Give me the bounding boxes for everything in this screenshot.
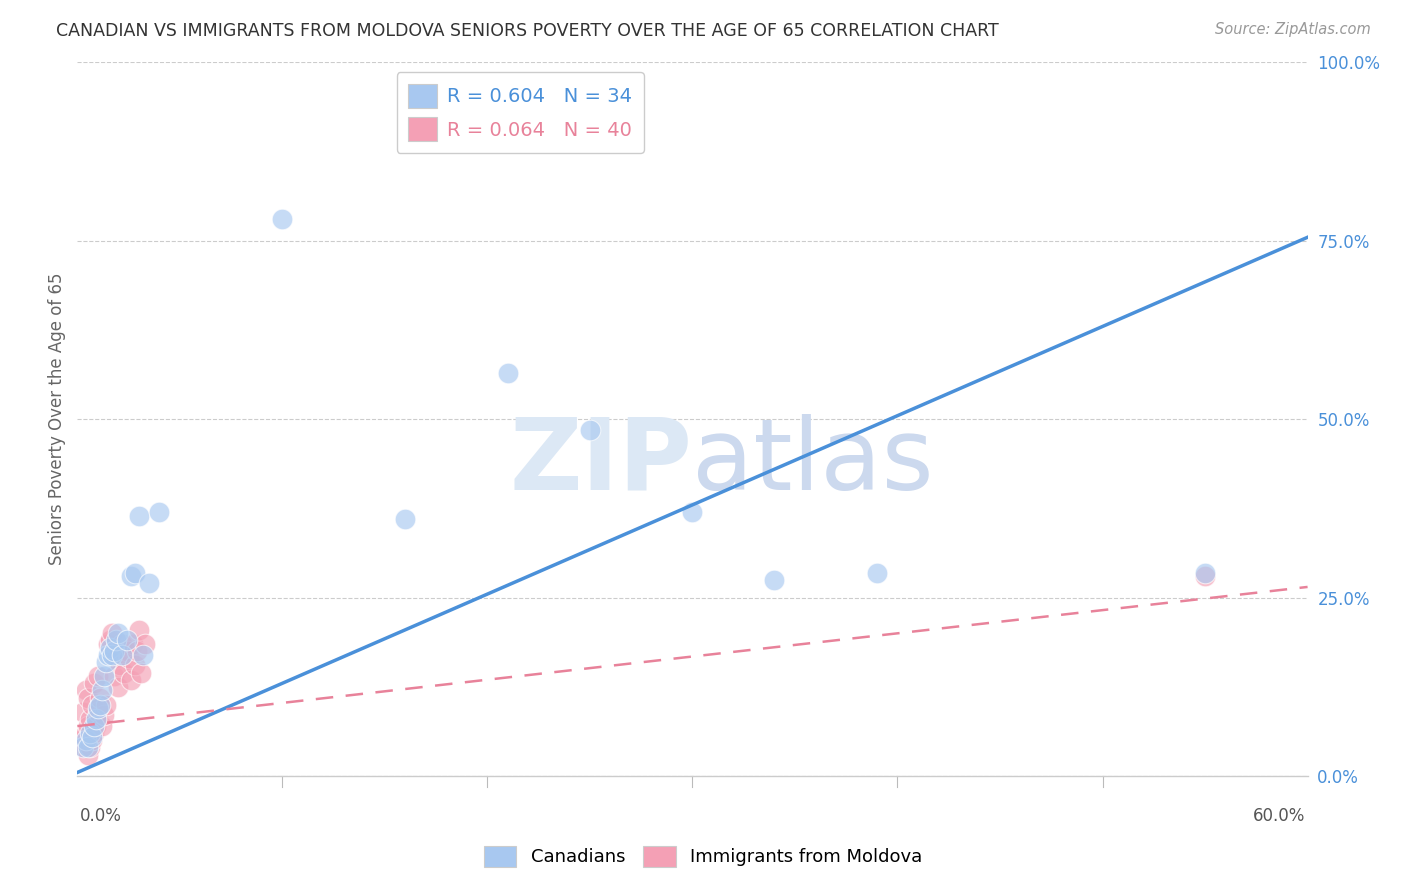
Point — [75, 726, 97, 740]
Point — [271, 212, 294, 227]
Point — [103, 644, 125, 658]
Point — [80, 730, 103, 744]
Point — [79, 712, 101, 726]
Point — [83, 719, 105, 733]
Point — [84, 719, 107, 733]
Point — [579, 423, 602, 437]
Point — [72, 740, 94, 755]
Point — [1194, 569, 1216, 583]
Text: atlas: atlas — [693, 414, 934, 510]
Point — [89, 690, 111, 705]
Point — [1194, 566, 1216, 580]
Point — [124, 566, 146, 580]
Point — [105, 651, 128, 665]
Point — [83, 676, 105, 690]
Point — [93, 708, 115, 723]
Point — [98, 633, 121, 648]
Legend: R = 0.604   N = 34, R = 0.064   N = 40: R = 0.604 N = 34, R = 0.064 N = 40 — [396, 72, 644, 153]
Point — [125, 644, 148, 658]
Point — [75, 733, 97, 747]
Point — [80, 698, 103, 712]
Point — [120, 569, 142, 583]
Point — [121, 637, 143, 651]
Point — [866, 566, 889, 580]
Point — [72, 740, 94, 755]
Point — [97, 637, 120, 651]
Point — [115, 633, 138, 648]
Point — [105, 633, 128, 648]
Text: 0.0%: 0.0% — [80, 807, 122, 825]
Point — [93, 669, 115, 683]
Point — [83, 726, 105, 740]
Point — [394, 512, 416, 526]
Point — [84, 712, 107, 726]
Point — [138, 576, 160, 591]
Point — [128, 508, 150, 523]
Point — [134, 637, 156, 651]
Point — [89, 698, 111, 712]
Point — [129, 665, 152, 680]
Point — [132, 648, 155, 662]
Point — [148, 505, 170, 519]
Point — [79, 726, 101, 740]
Point — [90, 683, 114, 698]
Point — [101, 648, 124, 662]
Point — [80, 733, 103, 747]
Point — [98, 640, 121, 655]
Point — [101, 626, 124, 640]
Point — [76, 690, 98, 705]
Point — [76, 719, 98, 733]
Point — [90, 719, 114, 733]
Point — [79, 740, 101, 755]
Point — [111, 648, 134, 662]
Point — [72, 705, 94, 719]
Point — [110, 658, 132, 673]
Point — [76, 747, 98, 762]
Point — [97, 648, 120, 662]
Point — [496, 366, 519, 380]
Point — [75, 683, 97, 698]
Point — [115, 644, 138, 658]
Point — [124, 658, 146, 673]
Point — [111, 637, 134, 651]
Text: CANADIAN VS IMMIGRANTS FROM MOLDOVA SENIORS POVERTY OVER THE AGE OF 65 CORRELATI: CANADIAN VS IMMIGRANTS FROM MOLDOVA SENI… — [56, 22, 1000, 40]
Point — [76, 740, 98, 755]
Point — [117, 651, 139, 665]
Point — [87, 669, 110, 683]
Point — [107, 680, 129, 694]
Point — [94, 698, 117, 712]
Point — [120, 673, 142, 687]
Point — [763, 573, 786, 587]
Point — [94, 655, 117, 669]
Text: 60.0%: 60.0% — [1253, 807, 1305, 825]
Y-axis label: Seniors Poverty Over the Age of 65: Seniors Poverty Over the Age of 65 — [48, 273, 66, 566]
Text: ZIP: ZIP — [509, 414, 693, 510]
Point — [128, 623, 150, 637]
Point — [70, 733, 93, 747]
Point — [114, 665, 136, 680]
Point — [87, 705, 110, 719]
Point — [682, 505, 704, 519]
Point — [107, 626, 129, 640]
Point — [87, 701, 110, 715]
Legend: Canadians, Immigrants from Moldova: Canadians, Immigrants from Moldova — [477, 838, 929, 874]
Point — [103, 669, 125, 683]
Text: Source: ZipAtlas.com: Source: ZipAtlas.com — [1215, 22, 1371, 37]
